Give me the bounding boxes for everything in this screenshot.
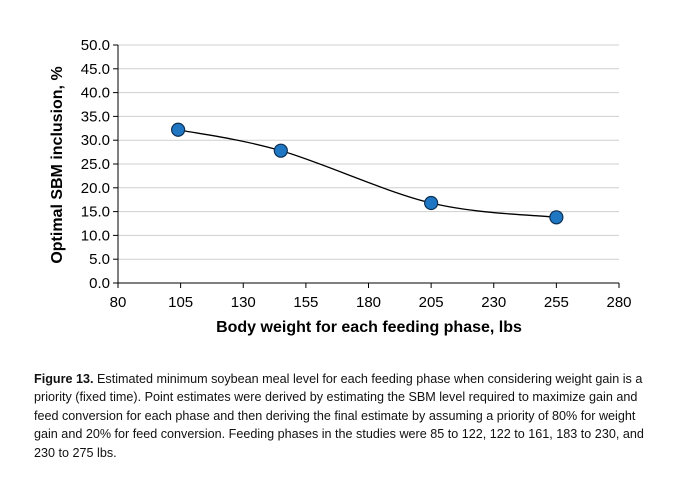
data-point [273,143,288,158]
figure-caption-text: Estimated minimum soybean meal level for… [34,372,644,460]
x-tick-label: 205 [419,294,444,311]
y-tick-label: 40.0 [81,85,110,102]
data-points [171,122,564,225]
x-tick-label: 180 [356,294,381,311]
figure-caption: Figure 13. Estimated minimum soybean mea… [34,370,658,462]
x-tick-label: 255 [544,294,569,311]
line-chart: 0.0 5.0 10.0 15.0 20.0 25.0 30.0 35.0 40.0 45.0 50… [49,37,632,336]
x-tick-label: 230 [481,294,506,311]
y-tick-label: 50.0 [81,37,110,54]
x-tick-label: 155 [293,294,318,311]
x-tick-label: 80 [110,294,127,311]
y-tick-label: 30.0 [81,132,110,149]
x-tick-label: 130 [231,294,256,311]
x-tick-labels: 80 105 130 155 180 205 230 255 280 [110,294,632,311]
y-tick-label: 10.0 [81,227,110,244]
y-tick-label: 20.0 [81,180,110,197]
data-point [171,122,186,137]
y-tick-label: 0.0 [89,275,110,292]
y-tick-labels: 0.0 5.0 10.0 15.0 20.0 25.0 30.0 35.0 40.0 45.0 50… [81,37,110,292]
y-tick-label: 15.0 [81,204,110,221]
gridlines [118,44,619,260]
data-point [424,195,439,211]
x-tick-label: 280 [606,294,631,311]
data-point [549,210,564,225]
y-tick-label: 35.0 [81,108,110,125]
x-tick-label: 105 [168,294,193,311]
figure-label: Figure 13. [34,372,94,386]
x-axis-title: Body weight for each feeding phase, lbs [216,319,522,336]
y-axis-title: Optimal SBM inclusion, % [49,66,66,263]
y-tick-label: 5.0 [89,251,110,268]
axes [113,44,620,288]
series-line [177,129,557,218]
y-tick-label: 25.0 [81,156,110,173]
y-tick-label: 45.0 [81,61,110,78]
